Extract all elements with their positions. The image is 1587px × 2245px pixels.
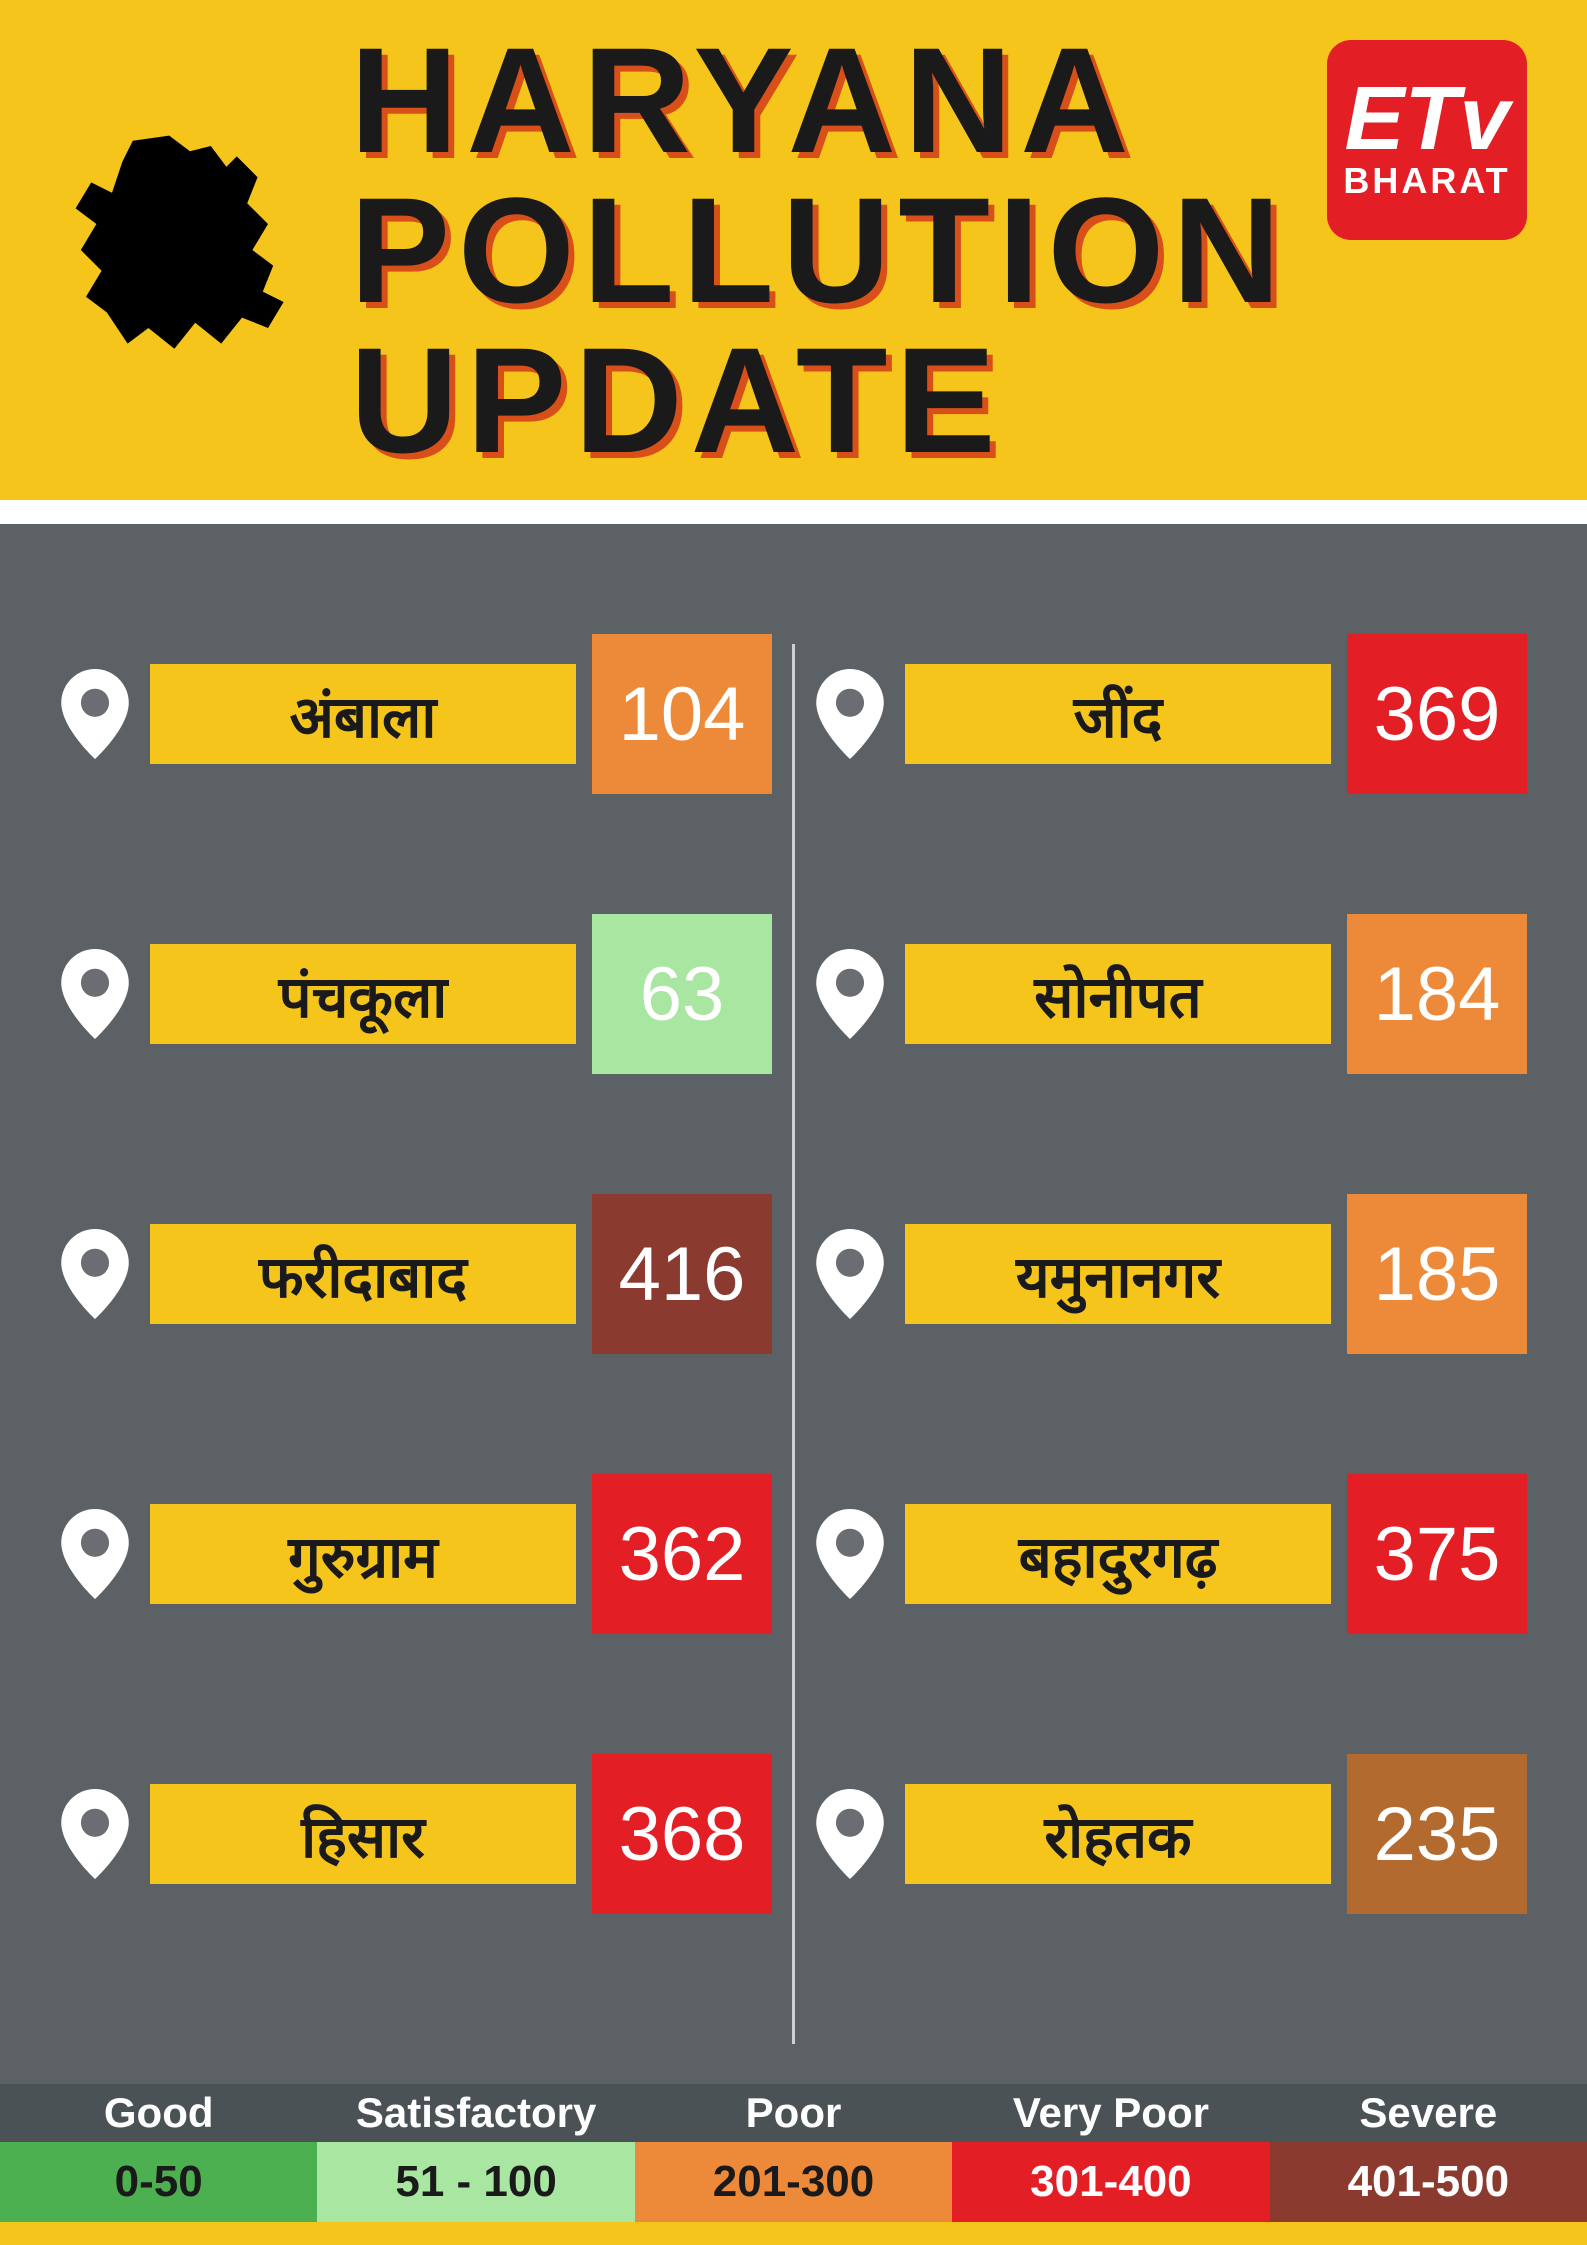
location-pin-icon	[60, 1229, 130, 1319]
location-pin-icon	[815, 669, 885, 759]
location-pin-icon	[60, 1509, 130, 1599]
legend-range: 201-300	[635, 2142, 952, 2222]
legend-label: Severe	[1270, 2084, 1587, 2142]
header: HARYANA POLLUTION UPDATE ETv BHARAT	[0, 0, 1587, 500]
city-row: रोहतक235	[815, 1764, 1527, 1904]
main-panel: अंबाला104 पंचकूला63 फरीदाबाद416 गुरुग्रा…	[0, 524, 1587, 2084]
city-row: सोनीपत184	[815, 924, 1527, 1064]
location-pin-icon	[815, 1789, 885, 1879]
location-pin-icon	[60, 949, 130, 1039]
legend-label: Very Poor	[952, 2084, 1269, 2142]
logo-top: ETv	[1344, 79, 1509, 160]
aqi-value: 362	[592, 1474, 772, 1634]
aqi-value: 185	[1347, 1194, 1527, 1354]
location-pin-icon	[60, 669, 130, 759]
aqi-value: 368	[592, 1754, 772, 1914]
city-name: बहादुरगढ़	[905, 1504, 1331, 1604]
legend-item: Very Poor301-400	[952, 2084, 1269, 2222]
city-row: अंबाला104	[60, 644, 772, 784]
aqi-value: 63	[592, 914, 772, 1074]
right-column: जींद369 सोनीपत184 यमुनानगर185 बहादुरगढ़3…	[815, 644, 1527, 2044]
city-name: गुरुग्राम	[150, 1504, 576, 1604]
city-name: जींद	[905, 664, 1331, 764]
aqi-legend: Good0-50Satisfactory51 - 100Poor201-300V…	[0, 2084, 1587, 2222]
city-row: बहादुरगढ़375	[815, 1484, 1527, 1624]
aqi-value: 235	[1347, 1754, 1527, 1914]
etv-bharat-logo: ETv BHARAT	[1327, 40, 1527, 240]
aqi-value: 184	[1347, 914, 1527, 1074]
city-row: यमुनानगर185	[815, 1204, 1527, 1344]
legend-range: 51 - 100	[317, 2142, 634, 2222]
legend-range: 401-500	[1270, 2142, 1587, 2222]
city-row: हिसार368	[60, 1764, 772, 1904]
legend-item: Good0-50	[0, 2084, 317, 2222]
left-column: अंबाला104 पंचकूला63 फरीदाबाद416 गुरुग्रा…	[60, 644, 772, 2044]
aqi-value: 416	[592, 1194, 772, 1354]
legend-item: Satisfactory51 - 100	[317, 2084, 634, 2222]
aqi-value: 369	[1347, 634, 1527, 794]
haryana-map-icon	[60, 110, 320, 390]
column-divider	[792, 644, 795, 2044]
legend-range: 301-400	[952, 2142, 1269, 2222]
footer-bar	[0, 2222, 1587, 2245]
legend-label: Satisfactory	[317, 2084, 634, 2142]
legend-label: Poor	[635, 2084, 952, 2142]
city-name: हिसार	[150, 1784, 576, 1884]
location-pin-icon	[815, 1509, 885, 1599]
logo-bottom: BHARAT	[1343, 160, 1510, 202]
aqi-value: 375	[1347, 1474, 1527, 1634]
city-name: पंचकूला	[150, 944, 576, 1044]
city-row: जींद369	[815, 644, 1527, 784]
city-row: गुरुग्राम362	[60, 1484, 772, 1624]
location-pin-icon	[815, 1229, 885, 1319]
legend-label: Good	[0, 2084, 317, 2142]
legend-range: 0-50	[0, 2142, 317, 2222]
legend-item: Severe401-500	[1270, 2084, 1587, 2222]
city-name: यमुनानगर	[905, 1224, 1331, 1324]
location-pin-icon	[815, 949, 885, 1039]
city-name: अंबाला	[150, 664, 576, 764]
city-name: सोनीपत	[905, 944, 1331, 1044]
city-row: पंचकूला63	[60, 924, 772, 1064]
aqi-value: 104	[592, 634, 772, 794]
city-row: फरीदाबाद416	[60, 1204, 772, 1344]
header-gap	[0, 500, 1587, 524]
city-name: रोहतक	[905, 1784, 1331, 1884]
legend-item: Poor201-300	[635, 2084, 952, 2222]
location-pin-icon	[60, 1789, 130, 1879]
city-name: फरीदाबाद	[150, 1224, 576, 1324]
